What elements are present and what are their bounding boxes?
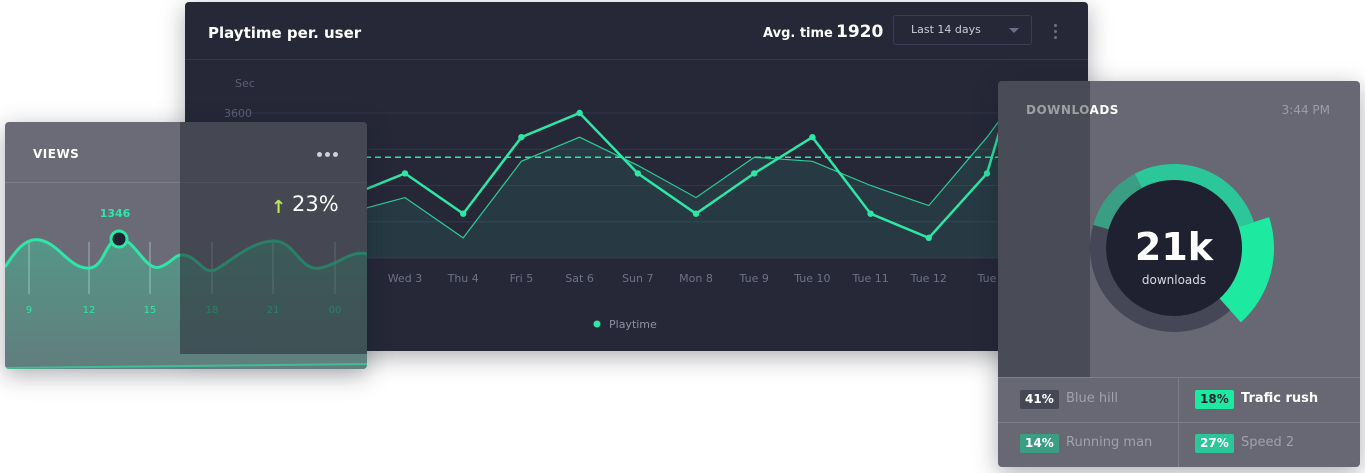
views-highlight-value: 1346 [100,207,131,220]
views-title: VIEWS [33,147,80,161]
x-tick-label: Sun 7 [622,272,653,285]
legend-percent-badge: 18% [1195,390,1234,409]
legend-item-label: Blue hill [1066,391,1118,406]
y-axis-unit: Sec [235,77,255,90]
downloads-card: DOWNLOADS 3:44 PM 21k downloads 41% Blue… [998,81,1360,467]
downloads-overlay [998,81,1090,377]
views-highlight-point[interactable] [109,229,129,249]
playtime-title: Playtime per. user [208,24,362,42]
y-tick-label: 3600 [224,107,252,120]
playtime-point[interactable] [576,109,583,117]
views-card: VIEWS 1346 91215182100 ↑ 23% [5,122,367,369]
x-tick-label: Tue [977,272,997,285]
downloads-total: 21k [1134,225,1214,269]
playtime-point[interactable] [867,210,874,217]
x-tick-label: 12 [83,305,96,316]
playtime-header: Playtime per. user Avg. time 1920 Last 1… [185,2,1088,60]
x-tick-label: Tue 9 [739,272,769,285]
playtime-point[interactable] [809,133,816,141]
donut-center [1106,180,1242,316]
slice-trafic-rush[interactable] [1219,217,1274,323]
more-options-icon[interactable] [1054,24,1057,39]
legend-label: Playtime [609,318,657,331]
downloads-total-label: downloads [1141,273,1207,287]
legend-item-blue-hill[interactable]: 41% Blue hill [998,378,1178,422]
avg-time-value: 1920 [836,22,884,42]
legend-item-label: Trafic rush [1241,391,1319,406]
legend-item-label: Speed 2 [1241,435,1295,450]
x-tick-label: 9 [26,305,32,316]
views-change-percent: 23% [292,192,339,216]
x-tick-label: Tue 10 [793,272,830,285]
avg-time-label: Avg. time [763,26,833,41]
playtime-chart: Wed 3 Thu 4 Fri 5 Sat 6 Sun 7 Mon 8 Tue 9 Tue 1… [224,77,1088,331]
playtime-point[interactable] [983,170,991,177]
playtime-point[interactable] [692,210,700,217]
slice-running-man[interactable] [1093,173,1143,230]
x-tick-label: Wed 3 [388,272,422,285]
legend-item-speed-2[interactable]: 27% Speed 2 [1173,422,1353,466]
x-tick-label: Thu 4 [447,272,479,285]
playtime-point[interactable] [751,170,758,177]
x-tick-label: Fri 5 [510,272,534,285]
playtime-point[interactable] [925,234,932,242]
legend-item-trafic-rush[interactable]: 18% Trafic rush [1173,378,1353,422]
downloads-donut-chart [1090,164,1274,332]
date-range-value: Last 14 days [911,23,981,36]
legend-dot [593,320,601,328]
x-tick-label: Mon 8 [679,272,713,285]
x-tick-label: Tue 11 [851,272,888,285]
legend-percent-badge: 41% [1020,390,1059,409]
legend-percent-badge: 14% [1020,434,1059,453]
playtime-point[interactable] [401,170,409,177]
chevron-down-icon [1009,28,1019,33]
slice-blue-hill[interactable] [1090,224,1231,332]
date-range-select[interactable]: Last 14 days [893,15,1032,45]
legend-item-running-man[interactable]: 14% Running man [998,422,1178,466]
x-tick-label: Tue 12 [910,272,947,285]
playtime-point[interactable] [518,133,525,141]
playtime-point[interactable] [460,210,467,217]
x-tick-label: Sat 6 [565,272,594,285]
x-tick-label: 15 [144,305,157,316]
playtime-point[interactable] [634,170,641,177]
downloads-legend: 41% Blue hill 18% Trafic rush 14% Runnin… [998,377,1360,467]
slice-speed-2[interactable] [1134,164,1254,227]
legend-percent-badge: 27% [1195,434,1234,453]
views-overlay [180,122,367,354]
playtime-secondary-line [344,112,1006,239]
downloads-time: 3:44 PM [1281,103,1330,117]
legend-item-label: Running man [1066,435,1153,450]
playtime-area [345,113,1005,258]
more-options-icon[interactable] [317,152,338,157]
downloads-title: DOWNLOADS [1026,103,1119,117]
arrow-up-icon: ↑ [271,197,287,218]
